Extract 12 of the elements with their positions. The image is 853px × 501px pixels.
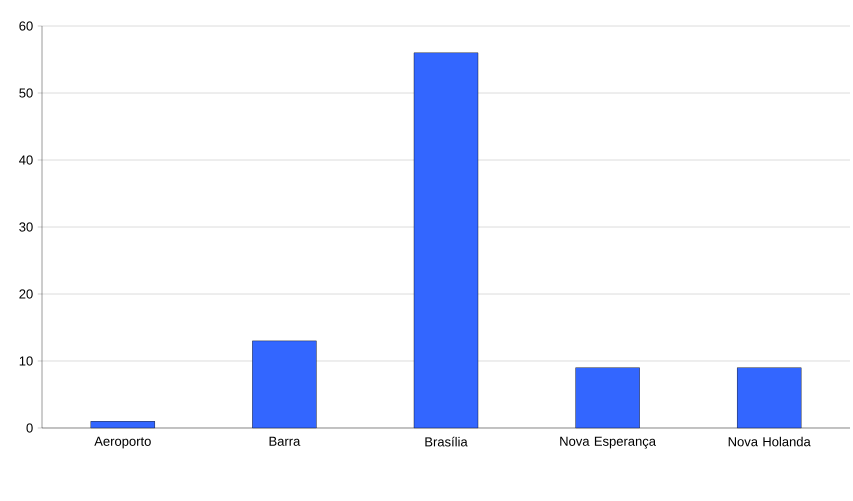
x-tick-label: Barra xyxy=(270,436,300,446)
y-tick-label: 60 xyxy=(19,21,33,31)
y-tick-label: 0 xyxy=(26,423,33,433)
y-tick-label: 40 xyxy=(19,155,33,165)
y-tick-label: 20 xyxy=(19,289,33,299)
x-tick-label: Nova Esperança xyxy=(560,436,656,448)
y-tick-label: 10 xyxy=(20,356,33,366)
y-tick-label: 50 xyxy=(19,88,33,98)
x-tick-label: Nova Holanda xyxy=(728,436,811,446)
y-tick-label: 30 xyxy=(19,222,33,232)
x-tick-label: Brasília xyxy=(425,436,468,446)
x-tick-label: Aeroporto xyxy=(94,436,151,448)
